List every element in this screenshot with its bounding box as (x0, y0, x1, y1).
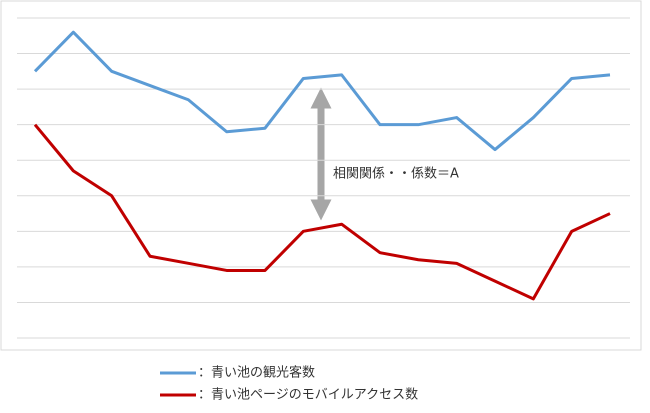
series-line (33, 123, 611, 301)
series-line (33, 30, 611, 152)
annotation: 相関関係・・係数＝A (333, 167, 459, 182)
legend-label: ：青い池ページのモバイルアクセス数 (198, 388, 418, 403)
legend-label: ：青い池の観光客数 (198, 365, 315, 381)
